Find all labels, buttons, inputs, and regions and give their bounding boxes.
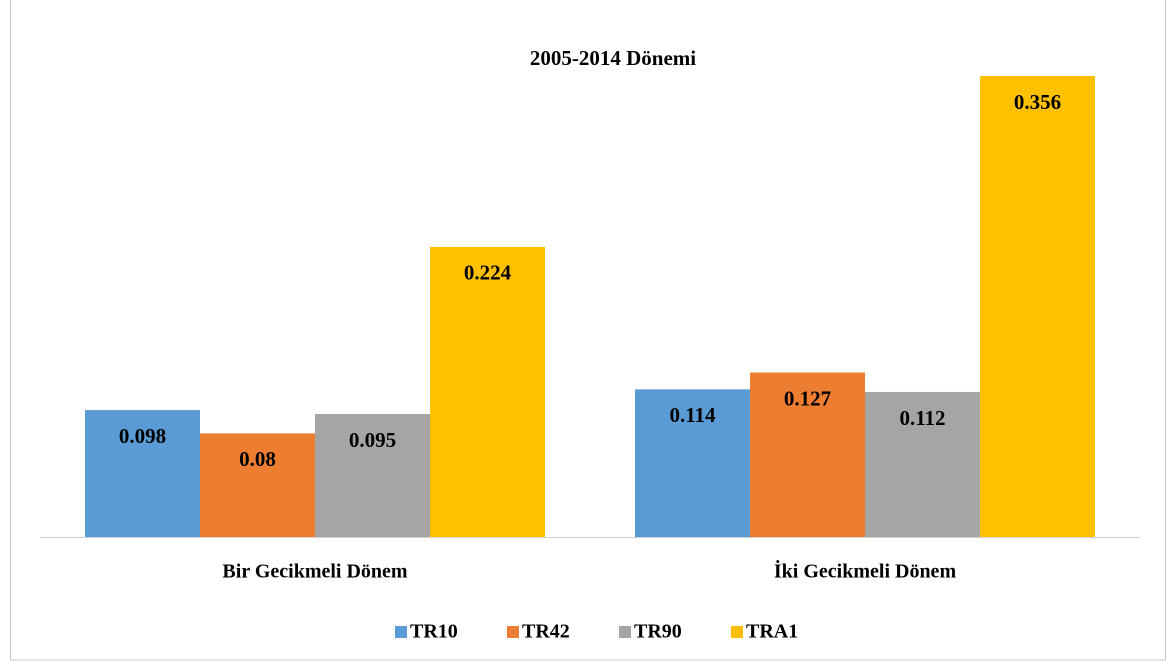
legend-label: TR42	[522, 621, 570, 643]
bar	[980, 76, 1095, 537]
x-tick-label: Bir Gecikmeli Dönem	[222, 561, 407, 583]
bar	[430, 246, 545, 537]
bar	[85, 410, 200, 537]
legend-swatch	[395, 626, 407, 638]
data-label: 0.098	[119, 424, 166, 448]
chart-border	[10, 0, 1166, 661]
data-label: 0.08	[239, 447, 276, 471]
data-label: 0.356	[1014, 90, 1061, 114]
data-label: 0.095	[349, 428, 396, 452]
bar	[750, 372, 865, 537]
data-label: 0.112	[899, 406, 945, 430]
bar	[315, 413, 430, 537]
chart-title: 2005-2014 Dönemi	[530, 46, 696, 70]
data-label: 0.114	[669, 403, 716, 427]
legend-swatch	[731, 626, 743, 638]
bar	[635, 389, 750, 537]
legend-swatch	[507, 626, 519, 638]
legend-swatch	[619, 626, 631, 638]
legend-label: TRA1	[746, 621, 798, 643]
bar	[200, 433, 315, 537]
legend-label: TR10	[410, 621, 458, 643]
bar	[865, 391, 980, 537]
data-label: 0.127	[784, 386, 831, 410]
data-label: 0.224	[464, 261, 512, 285]
x-tick-label: İki Gecikmeli Dönem	[774, 559, 957, 583]
legend-label: TR90	[634, 621, 682, 643]
